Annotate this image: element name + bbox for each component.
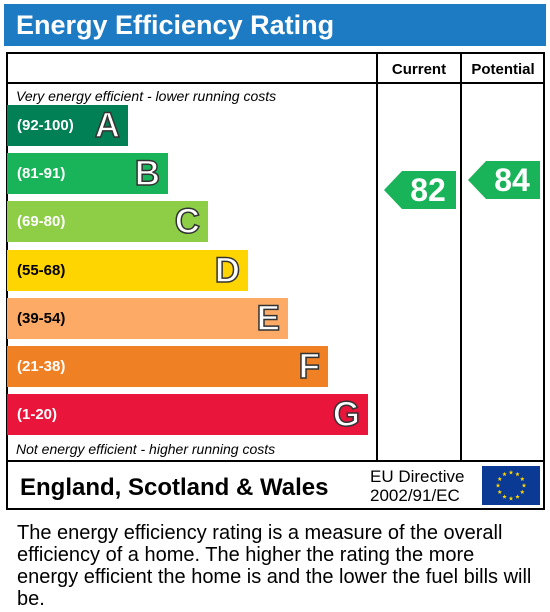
band-a: (92-100) A [7, 105, 128, 146]
page-title: Energy Efficiency Rating [16, 10, 335, 40]
bottom-note: Not energy efficient - higher running co… [16, 441, 276, 457]
eu-directive: EU Directive 2002/91/EC [370, 467, 464, 505]
star-icon [497, 489, 503, 494]
divider-current [376, 52, 378, 460]
band-e: (39-54) E [7, 297, 288, 339]
band-letter: A [94, 105, 121, 146]
band-range-label: (21-38) [17, 358, 66, 375]
star-icon [508, 496, 514, 501]
band-letter: B [134, 153, 161, 194]
band-range-label: (39-54) [17, 309, 66, 327]
band-g: (1-20) G [7, 394, 368, 436]
star-icon [508, 470, 514, 475]
potential-rating-arrow: 84 [468, 161, 540, 200]
header-divider [6, 82, 545, 84]
band-letter: E [256, 298, 281, 339]
band-d: (55-68) D [7, 249, 248, 291]
band-range-label: (69-80) [17, 213, 66, 231]
eu-directive-line1: EU Directive [370, 467, 465, 486]
potential-rating-arrow-value: 84 [494, 161, 530, 198]
star-icon [515, 494, 520, 499]
band-b: (81-91) B [7, 153, 168, 195]
eu-directive-line2: 2002/91/EC [370, 486, 460, 505]
band-range-label: (1-20) [17, 406, 58, 424]
band-letter: D [214, 250, 241, 291]
potential-column-header: Potential [471, 61, 535, 78]
band-letter: C [174, 202, 201, 243]
star-icon [502, 471, 507, 477]
footer-divider [6, 460, 545, 462]
current-rating-arrow-value: 82 [410, 171, 446, 208]
band-c: (69-80) C [7, 201, 208, 243]
top-note: Very energy efficient - lower running co… [16, 88, 277, 104]
band-letter: F [298, 346, 321, 387]
star-icon [521, 483, 527, 488]
description-text: The energy efficiency rating is a measur… [17, 522, 532, 610]
eu-flag-icon [482, 466, 540, 505]
star-icon [497, 476, 503, 481]
country-label: England, Scotland & Wales [20, 474, 329, 501]
current-rating-arrow: 82 [384, 171, 456, 210]
title-bar: Energy Efficiency Rating [4, 4, 546, 46]
divider-potential [460, 52, 462, 460]
current-column-header: Current [391, 61, 447, 78]
band-range-label: (81-91) [17, 165, 66, 183]
band-range-label: (92-100) [17, 117, 74, 134]
band-letter: G [332, 394, 361, 435]
band-f: (21-38) F [7, 346, 328, 387]
star-icon [519, 476, 525, 481]
star-icon [519, 489, 525, 494]
star-icon [502, 494, 507, 499]
star-icon [515, 471, 520, 477]
star-icon [495, 483, 501, 488]
band-range-label: (55-68) [17, 261, 66, 279]
